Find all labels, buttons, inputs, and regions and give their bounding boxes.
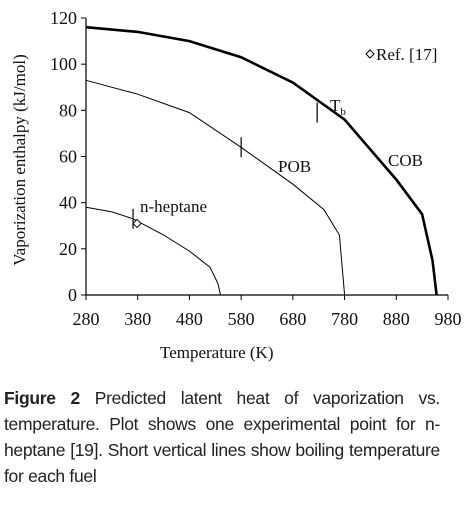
x-tick-label: 680 (279, 309, 306, 329)
y-tick-label: 20 (59, 239, 77, 259)
boiling-label-subscript: b (340, 106, 346, 118)
legend-symbol (365, 49, 375, 59)
series-line (85, 79, 346, 296)
y-tick-label: 120 (50, 8, 77, 28)
boiling-label-text: T (330, 96, 341, 115)
x-tick-label: 380 (124, 309, 151, 329)
reference-point (132, 218, 142, 229)
x-tick-label: 280 (73, 309, 100, 329)
caption-text: Predicted latent heat of vaporization vs… (4, 388, 440, 486)
series-label: POB (278, 157, 311, 176)
x-axis-title: Temperature (K) (160, 343, 274, 362)
series-line (85, 25, 438, 296)
y-tick-label: 80 (59, 100, 77, 120)
series-line (85, 206, 221, 296)
y-tick-label: 60 (59, 147, 77, 167)
series-label: COB (388, 151, 423, 170)
chart: Temperature (K) Vaporization enthalpy (k… (10, 8, 462, 362)
series-label: n-heptane (140, 197, 207, 216)
boiling-label: Tb (330, 96, 346, 118)
caption: Figure 2 Predicted latent heat of vapori… (4, 385, 440, 489)
y-axis-title: Vaporization enthalpy (kJ/mol) (10, 54, 29, 266)
x-tick-label: 880 (383, 309, 410, 329)
y-tick-label: 0 (68, 285, 77, 305)
y-tick-label: 100 (50, 54, 77, 74)
y-tick-label: 40 (59, 193, 77, 213)
caption-label: Figure 2 (4, 388, 80, 408)
x-tick-label: 480 (176, 309, 203, 329)
x-tick-label: 980 (435, 309, 462, 329)
x-tick-label: 780 (331, 309, 358, 329)
legend-label: Ref. [17] (376, 45, 437, 64)
x-tick-label: 580 (228, 309, 255, 329)
